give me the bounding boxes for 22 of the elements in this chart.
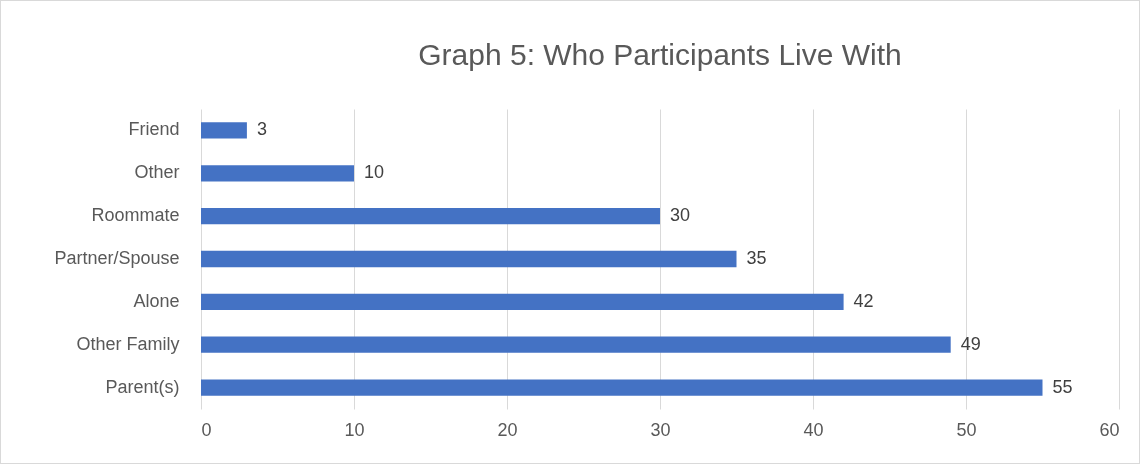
y-tick-label: Friend xyxy=(128,119,180,140)
x-tick-label: 0 xyxy=(201,419,212,440)
data-label: 49 xyxy=(960,333,981,354)
y-tick-label: Partner/Spouse xyxy=(54,248,180,268)
x-tick-label: 60 xyxy=(1099,419,1120,440)
data-label: 35 xyxy=(746,248,767,268)
y-tick-label: Other Family xyxy=(76,333,180,354)
y-tick-label: Alone xyxy=(133,290,180,311)
x-tick-label: 40 xyxy=(803,419,824,440)
data-label: 10 xyxy=(364,162,385,183)
x-tick-label: 20 xyxy=(497,419,518,440)
x-tick-label: 10 xyxy=(344,419,365,440)
y-tick-label: Roommate xyxy=(91,205,180,226)
data-label: 3 xyxy=(256,119,267,140)
data-label: 30 xyxy=(670,205,691,226)
y-tick-label: Other xyxy=(134,162,180,183)
y-tick-label: Parent(s) xyxy=(105,376,180,397)
chart-title: Graph 5: Who Participants Live With xyxy=(418,38,902,71)
x-tick-label: 30 xyxy=(650,419,671,440)
data-label: 55 xyxy=(1052,376,1073,397)
data-label: 42 xyxy=(853,290,874,311)
x-tick-label: 50 xyxy=(956,419,977,440)
